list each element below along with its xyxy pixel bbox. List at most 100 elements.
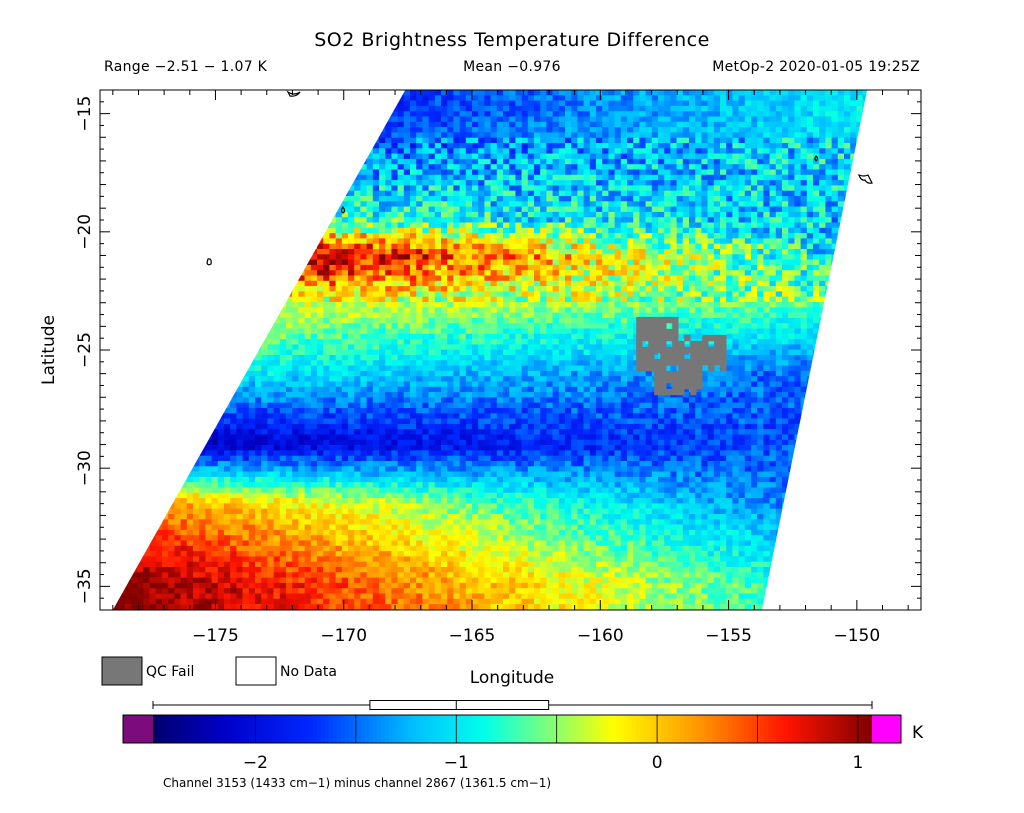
heatmap-cell (775, 164, 783, 170)
heatmap-cell (788, 275, 795, 282)
heatmap-cell (782, 249, 789, 255)
heatmap-cell (695, 259, 702, 266)
heatmap-cell (695, 211, 702, 218)
heatmap-cell (726, 169, 733, 176)
heatmap-cell (751, 233, 758, 239)
heatmap-cell (465, 264, 473, 271)
heatmap-cell (676, 127, 684, 133)
heatmap-cell (565, 243, 572, 250)
heatmap-cell (769, 280, 777, 287)
heatmap-cell (534, 227, 541, 234)
heatmap-cell (757, 233, 764, 239)
heatmap-cell (478, 90, 485, 96)
heatmap-cell (658, 270, 665, 276)
heatmap-cell (602, 233, 609, 239)
heatmap-cell (403, 201, 411, 207)
heatmap-cell (453, 227, 460, 234)
heatmap-cell (484, 211, 491, 218)
heatmap-cell (565, 227, 572, 234)
heatmap-cell (627, 211, 634, 218)
heatmap-cell (670, 185, 677, 191)
heatmap-cell (509, 121, 516, 128)
heatmap-cell (589, 158, 597, 165)
heatmap-cell (806, 227, 814, 234)
heatmap-cell (496, 174, 504, 181)
heatmap-cell (689, 233, 696, 239)
heatmap-cell (806, 137, 814, 144)
heatmap-cell (490, 280, 498, 287)
heatmap-cell (521, 211, 529, 218)
heatmap-cell (602, 164, 609, 170)
heatmap-cell (769, 254, 777, 260)
heatmap-cell (664, 249, 671, 255)
heatmap-cell (571, 280, 578, 287)
heatmap-cell (509, 132, 516, 138)
heatmap-cell (385, 158, 392, 165)
heatmap-cell (484, 286, 491, 292)
heatmap-cell (744, 153, 752, 160)
heatmap-cell (775, 222, 783, 229)
heatmap-cell (763, 185, 770, 191)
heatmap-cell (726, 275, 733, 282)
heatmap-cell (602, 153, 609, 160)
heatmap-cell (856, 116, 863, 123)
heatmap-cell (608, 254, 615, 260)
heatmap-cell (670, 190, 677, 197)
heatmap-cell (782, 211, 789, 218)
heatmap-cell (410, 233, 417, 239)
heatmap-cell (757, 111, 764, 117)
heatmap-cell (713, 233, 721, 239)
heatmap-cell (689, 222, 696, 229)
heatmap-cell (484, 217, 491, 223)
heatmap-cell (496, 264, 504, 271)
heatmap-cell (676, 196, 684, 202)
heatmap-cell (806, 121, 814, 128)
heatmap-cell (831, 137, 839, 144)
heatmap-cell (403, 153, 411, 160)
heatmap-cell (763, 111, 770, 117)
heatmap-cell (403, 254, 411, 260)
heatmap-cell (825, 206, 832, 213)
heatmap-cell (496, 270, 504, 276)
heatmap-cell (521, 137, 529, 144)
heatmap-cell (441, 185, 448, 191)
heatmap-cell (794, 132, 801, 138)
heatmap-cell (602, 196, 609, 202)
heatmap-cell (825, 164, 832, 170)
heatmap-cell (372, 286, 380, 292)
heatmap-cell (558, 196, 566, 202)
heatmap-cell (546, 100, 553, 107)
heatmap-cell (403, 249, 411, 255)
heatmap-cell (527, 238, 535, 244)
heatmap-cell (720, 280, 727, 287)
heatmap-cell (806, 127, 814, 133)
heatmap-cell (341, 211, 349, 218)
heatmap-cell (831, 233, 839, 239)
heatmap-cell (757, 254, 764, 260)
heatmap-cell (596, 254, 603, 260)
heatmap-cell (472, 143, 479, 149)
heatmap-cell (348, 264, 355, 271)
heatmap-cell (633, 116, 640, 123)
heatmap-cell (627, 264, 634, 271)
heatmap-cell (788, 238, 795, 244)
heatmap-cell (645, 95, 653, 101)
heatmap-cell (416, 201, 423, 207)
heatmap-cell (509, 105, 516, 112)
heatmap-cell (639, 148, 646, 154)
heatmap-cell (751, 95, 758, 101)
heatmap-cell (676, 275, 684, 282)
heatmap-cell (800, 270, 808, 276)
heatmap-cell (682, 206, 690, 213)
heatmap-cell (459, 100, 467, 107)
heatmap-cell (639, 158, 646, 165)
heatmap-cell (484, 158, 491, 165)
heatmap-cell (459, 280, 467, 287)
heatmap-cell (577, 105, 584, 112)
heatmap-cell (627, 201, 634, 207)
heatmap-cell (589, 249, 597, 255)
heatmap-cell (639, 143, 646, 149)
heatmap-cell (385, 280, 392, 287)
heatmap-cell (410, 249, 417, 255)
heatmap-cell (713, 227, 721, 234)
